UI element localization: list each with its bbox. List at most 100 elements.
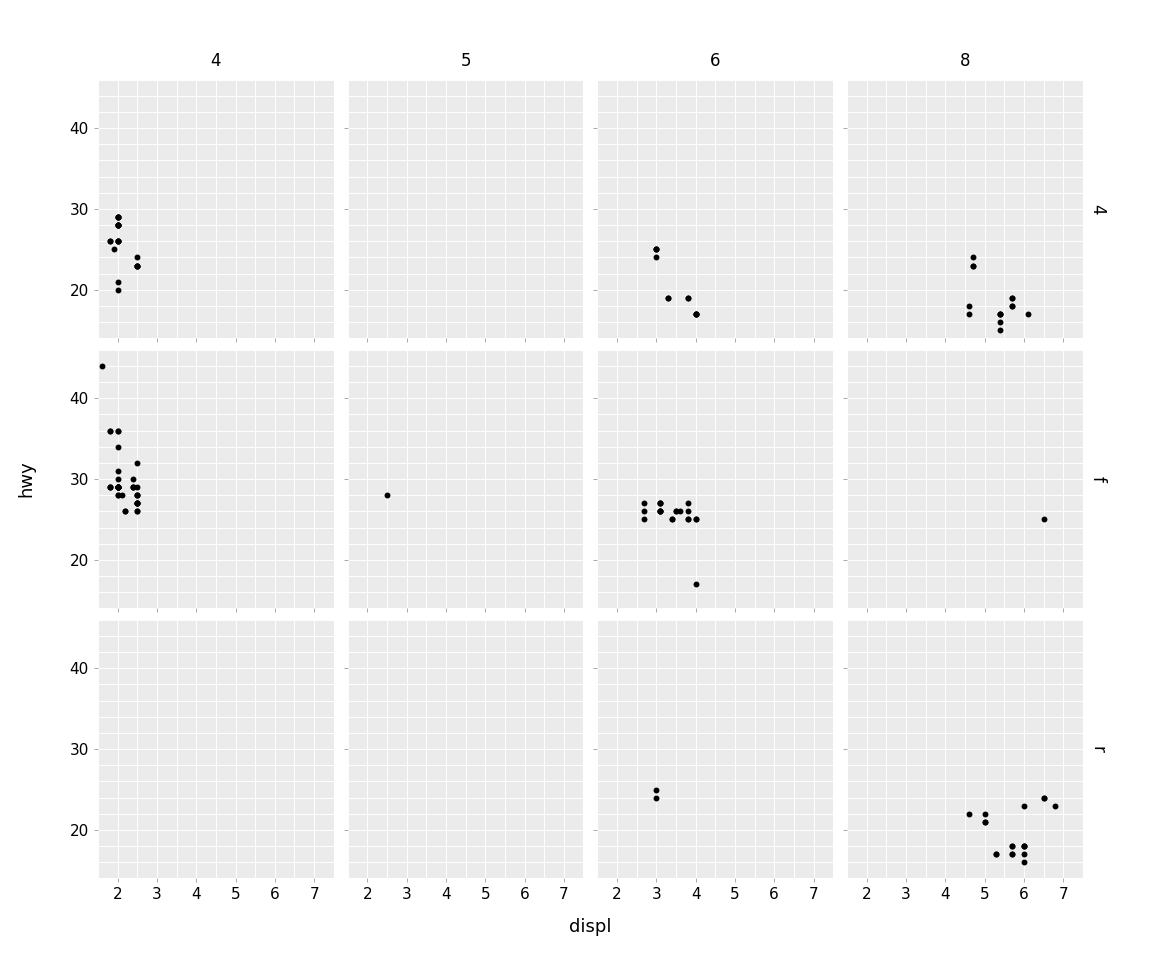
Point <box>651 504 669 519</box>
Point <box>960 306 978 322</box>
Point <box>124 479 143 494</box>
Point <box>991 306 1009 322</box>
Point <box>991 306 1009 322</box>
Point <box>128 488 146 503</box>
Point <box>635 495 653 511</box>
Point <box>128 479 146 494</box>
Point <box>687 306 705 322</box>
Point <box>108 218 127 233</box>
Point <box>687 306 705 322</box>
Point <box>635 512 653 527</box>
Point <box>108 209 127 225</box>
Point <box>108 479 127 494</box>
Point <box>128 258 146 274</box>
Point <box>108 233 127 249</box>
Point <box>92 358 111 373</box>
Point <box>976 806 994 822</box>
Point <box>651 495 669 511</box>
Point <box>124 479 143 494</box>
Point <box>128 495 146 511</box>
Point <box>128 495 146 511</box>
Point <box>976 814 994 829</box>
Point <box>687 306 705 322</box>
Point <box>991 323 1009 338</box>
Point <box>659 290 677 305</box>
Point <box>1015 838 1033 853</box>
Point <box>108 423 127 439</box>
Point <box>687 512 705 527</box>
Point <box>1015 854 1033 870</box>
Point <box>108 488 127 503</box>
Point <box>378 488 396 503</box>
Point <box>128 488 146 503</box>
Point <box>108 209 127 225</box>
Point <box>991 306 1009 322</box>
Point <box>105 242 123 257</box>
Point <box>670 504 689 519</box>
Point <box>1034 790 1053 805</box>
Point <box>1003 847 1022 862</box>
Point <box>116 504 135 519</box>
Text: displ: displ <box>569 918 612 936</box>
Point <box>108 479 127 494</box>
Point <box>108 479 127 494</box>
Point <box>1003 290 1022 305</box>
Point <box>108 479 127 494</box>
Point <box>108 464 127 479</box>
Point <box>108 439 127 454</box>
Point <box>1003 290 1022 305</box>
Point <box>963 258 982 274</box>
Point <box>108 218 127 233</box>
Point <box>128 258 146 274</box>
Point <box>647 242 666 257</box>
Point <box>108 479 127 494</box>
Point <box>108 479 127 494</box>
Point <box>1015 847 1033 862</box>
Point <box>651 504 669 519</box>
Point <box>128 504 146 519</box>
Point <box>635 504 653 519</box>
Point <box>128 495 146 511</box>
Point <box>687 306 705 322</box>
Point <box>647 250 666 265</box>
Point <box>108 209 127 225</box>
Point <box>651 504 669 519</box>
Point <box>116 504 135 519</box>
Point <box>651 495 669 511</box>
Point <box>100 423 119 439</box>
Point <box>124 479 143 494</box>
Point <box>679 512 697 527</box>
Point <box>647 790 666 805</box>
Point <box>108 233 127 249</box>
Point <box>108 479 127 494</box>
Point <box>987 847 1006 862</box>
Point <box>667 504 685 519</box>
Point <box>647 242 666 257</box>
Point <box>108 218 127 233</box>
Text: 4: 4 <box>1089 204 1106 214</box>
Point <box>963 250 982 265</box>
Point <box>651 495 669 511</box>
Point <box>128 258 146 274</box>
Point <box>647 242 666 257</box>
Point <box>651 504 669 519</box>
Point <box>1034 790 1053 805</box>
Point <box>128 495 146 511</box>
Point <box>128 258 146 274</box>
Point <box>108 233 127 249</box>
Point <box>991 315 1009 330</box>
Point <box>1003 838 1022 853</box>
Point <box>108 488 127 503</box>
Point <box>1046 798 1064 813</box>
Point <box>662 512 681 527</box>
Point <box>1018 306 1037 322</box>
Point <box>108 218 127 233</box>
Point <box>128 495 146 511</box>
Point <box>112 488 130 503</box>
Point <box>679 504 697 519</box>
Point <box>647 781 666 797</box>
Point <box>128 504 146 519</box>
Point <box>1003 838 1022 853</box>
Point <box>100 479 119 494</box>
Point <box>659 290 677 305</box>
